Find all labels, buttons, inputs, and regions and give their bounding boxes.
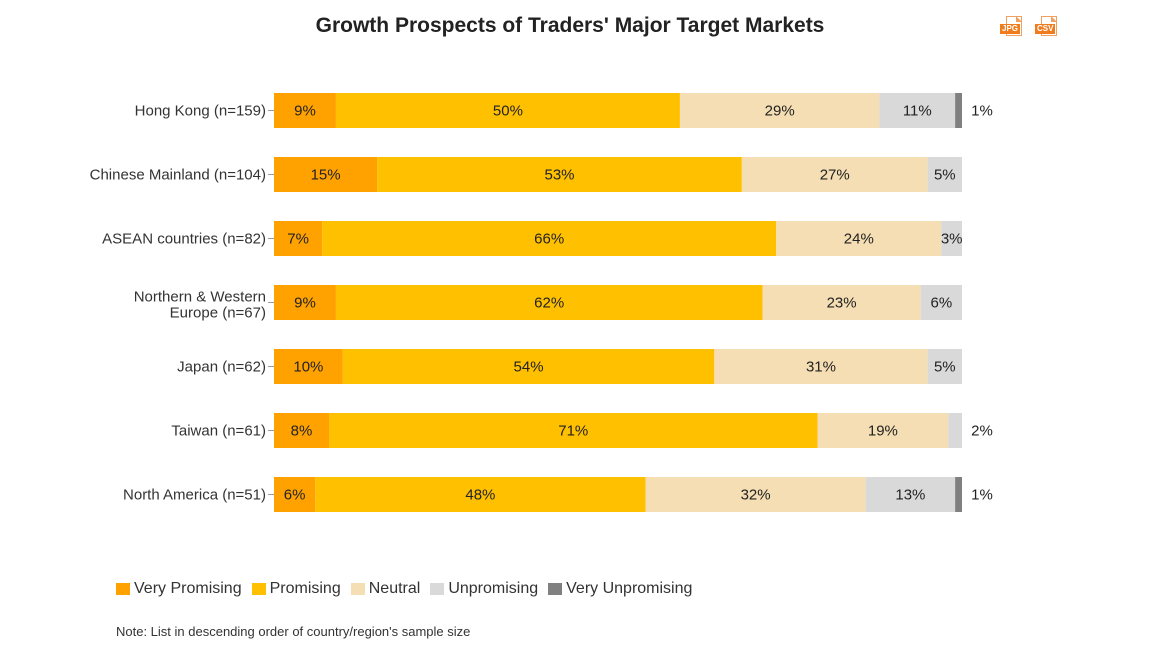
bar-segment: [329, 413, 818, 448]
bar-segment: [920, 285, 962, 320]
bar-segment: [762, 285, 921, 320]
legend-item[interactable]: Neutral: [350, 580, 421, 598]
bar-segment: [274, 157, 378, 192]
bar-segment: [322, 221, 777, 256]
bar-segment: [955, 93, 962, 128]
data-label: 3%: [941, 231, 963, 248]
stacked-bar-chart: Hong Kong (n=159) 9% 50% 29% 11% 1% Chinese Ma…: [90, 93, 993, 512]
bar-segment: [377, 157, 742, 192]
data-label: 54%: [514, 359, 544, 376]
legend-label: Unpromising: [448, 580, 539, 597]
legend-swatch: [350, 583, 365, 595]
data-label: 32%: [741, 487, 771, 504]
bar-segment: [645, 477, 866, 512]
y-tick-label: Japan (n=62): [177, 359, 266, 376]
bar-segment: [865, 477, 956, 512]
bar-segment: [941, 221, 962, 256]
data-label: 1%: [971, 103, 993, 120]
jpg-label: JPG: [1000, 24, 1021, 34]
data-label: 13%: [895, 487, 925, 504]
data-label: 9%: [294, 103, 316, 120]
download-jpg-button[interactable]: JPG: [1000, 16, 1026, 38]
data-label: 71%: [558, 423, 588, 440]
data-label: 48%: [465, 487, 495, 504]
data-label: 50%: [493, 103, 523, 120]
data-label: 19%: [868, 423, 898, 440]
bar-segment: [714, 349, 928, 384]
legend: Very Promising Promising Neutral Unpromisin…: [116, 580, 692, 598]
legend-item[interactable]: Very Promising: [116, 580, 242, 598]
bar-segment: [948, 413, 962, 448]
data-label: 6%: [931, 295, 953, 312]
legend-item[interactable]: Very Unpromising: [548, 580, 692, 598]
legend-item[interactable]: Promising: [251, 580, 341, 598]
bar-segment: [927, 157, 962, 192]
legend-swatch: [251, 583, 266, 595]
data-label: 2%: [971, 423, 993, 440]
data-label: 9%: [294, 295, 316, 312]
data-label: 66%: [534, 231, 564, 248]
bar-segment: [776, 221, 942, 256]
data-label: 29%: [765, 103, 795, 120]
y-tick-label: Chinese Mainland (n=104): [90, 167, 266, 184]
data-label: 7%: [287, 231, 309, 248]
bar-segment: [335, 285, 763, 320]
data-label: 5%: [934, 359, 956, 376]
data-label: 6%: [284, 487, 306, 504]
csv-label: CSV: [1035, 24, 1056, 34]
data-label: 24%: [844, 231, 874, 248]
data-label: 5%: [934, 167, 956, 184]
data-label: 31%: [806, 359, 836, 376]
bar-segment: [741, 157, 928, 192]
bar-segment: [879, 93, 956, 128]
bar-segment: [927, 349, 962, 384]
y-tick-label: ASEAN countries (n=82): [102, 231, 266, 248]
bar-segment: [274, 477, 316, 512]
y-tick-label: North America (n=51): [123, 487, 266, 504]
bar-segment: [274, 221, 323, 256]
data-label: 62%: [534, 295, 564, 312]
data-label: 23%: [827, 295, 857, 312]
y-tick-label: Taiwan (n=61): [171, 423, 266, 440]
bar-segment: [274, 93, 336, 128]
data-label: 1%: [971, 487, 993, 504]
bar-segment: [274, 413, 330, 448]
data-label: 8%: [291, 423, 313, 440]
legend-item[interactable]: Unpromising: [430, 580, 538, 598]
data-label: 15%: [311, 167, 341, 184]
bar-segment: [955, 477, 962, 512]
chart-title: Growth Prospects of Traders' Major Targe…: [315, 14, 825, 37]
bar-segment: [342, 349, 715, 384]
legend-label: Very Unpromising: [566, 580, 693, 597]
bar-segment: [817, 413, 949, 448]
chart-note: Note: List in descending order of countr…: [116, 624, 471, 639]
data-label: 27%: [820, 167, 850, 184]
bar-segment: [335, 93, 680, 128]
bar-segment: [274, 349, 343, 384]
data-label: 53%: [545, 167, 575, 184]
legend-label: Promising: [269, 580, 341, 597]
download-csv-button[interactable]: CSV: [1035, 16, 1061, 38]
y-tick-label: Hong Kong (n=159): [135, 103, 266, 120]
y-tick-label: Northern & Western Europe (n=67): [134, 289, 266, 322]
data-label: 10%: [293, 359, 323, 376]
legend-label: Neutral: [368, 580, 421, 597]
legend-swatch: [548, 583, 563, 595]
bar-segment: [315, 477, 646, 512]
bar-segment: [679, 93, 880, 128]
legend-label: Very Promising: [134, 580, 242, 597]
legend-swatch: [116, 583, 130, 595]
bar-segment: [274, 285, 336, 320]
legend-swatch: [430, 583, 445, 595]
data-label: 11%: [903, 103, 932, 120]
